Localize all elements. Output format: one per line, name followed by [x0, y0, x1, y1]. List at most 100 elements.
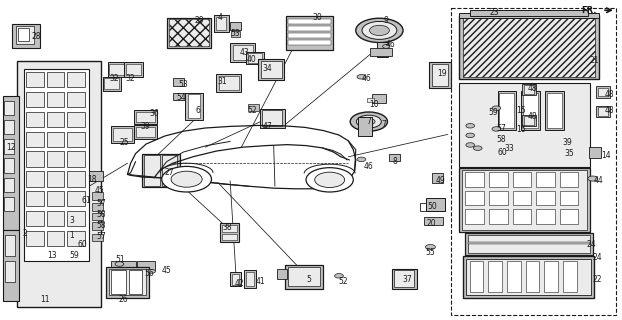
Bar: [16, 26, 34, 44]
Bar: [498, 91, 516, 130]
Text: 21: 21: [589, 56, 599, 65]
Text: 58: 58: [96, 210, 106, 219]
Bar: [230, 43, 255, 62]
Circle shape: [425, 244, 435, 250]
Bar: [214, 15, 229, 32]
Bar: [67, 191, 85, 206]
Bar: [536, 191, 555, 205]
Bar: [188, 94, 200, 118]
Text: 30: 30: [312, 13, 322, 22]
Bar: [394, 270, 414, 287]
Bar: [134, 110, 157, 124]
Text: 41: 41: [255, 277, 265, 286]
Text: 34: 34: [262, 64, 272, 73]
Bar: [134, 125, 157, 139]
Bar: [547, 93, 562, 128]
Bar: [468, 242, 590, 244]
Bar: [524, 85, 534, 94]
Circle shape: [357, 75, 366, 79]
Bar: [377, 42, 388, 57]
Text: 57: 57: [96, 199, 106, 208]
Bar: [536, 172, 555, 187]
Circle shape: [350, 112, 388, 131]
Bar: [499, 93, 514, 128]
Bar: [258, 59, 284, 80]
Text: 39: 39: [562, 138, 572, 147]
Text: 56: 56: [144, 269, 154, 278]
Text: 5: 5: [307, 276, 312, 284]
Circle shape: [171, 171, 202, 187]
Text: 36: 36: [149, 109, 159, 118]
Bar: [3, 230, 19, 301]
Bar: [545, 91, 564, 130]
Bar: [220, 223, 239, 242]
Text: 39: 39: [141, 122, 151, 131]
Text: 50: 50: [427, 202, 437, 211]
Text: 7: 7: [381, 120, 386, 129]
Bar: [222, 234, 237, 240]
Bar: [523, 93, 538, 128]
Text: 25: 25: [119, 138, 129, 147]
Bar: [26, 72, 44, 87]
Bar: [489, 172, 508, 187]
Text: 52: 52: [248, 106, 258, 115]
Bar: [26, 112, 44, 127]
Bar: [92, 192, 103, 200]
Circle shape: [369, 25, 389, 36]
Bar: [470, 261, 483, 292]
Bar: [47, 171, 64, 187]
Bar: [246, 52, 264, 64]
Bar: [124, 62, 143, 77]
Bar: [222, 225, 237, 232]
Circle shape: [383, 44, 390, 48]
Bar: [67, 132, 85, 147]
Text: 40: 40: [247, 55, 257, 64]
Bar: [261, 61, 282, 78]
Text: 48: 48: [527, 84, 537, 92]
Bar: [596, 106, 610, 117]
Text: 60: 60: [77, 240, 87, 249]
Bar: [262, 110, 282, 126]
Bar: [451, 8, 616, 315]
Bar: [459, 13, 599, 18]
Bar: [47, 151, 64, 167]
Bar: [67, 211, 85, 226]
Text: 37: 37: [402, 276, 412, 284]
Bar: [367, 98, 374, 102]
Bar: [144, 155, 160, 186]
Text: 12: 12: [6, 143, 16, 152]
Bar: [598, 88, 608, 96]
Bar: [465, 172, 484, 187]
Bar: [111, 261, 136, 270]
Bar: [288, 33, 331, 38]
Bar: [392, 269, 417, 289]
Bar: [521, 91, 540, 130]
Text: 58: 58: [496, 135, 506, 144]
Bar: [47, 132, 64, 147]
Bar: [12, 24, 40, 48]
Bar: [109, 64, 124, 75]
Bar: [463, 18, 595, 77]
Bar: [248, 104, 259, 111]
Bar: [92, 222, 103, 230]
Circle shape: [362, 21, 397, 39]
Bar: [169, 19, 209, 46]
Bar: [113, 128, 132, 141]
Text: 35: 35: [564, 149, 574, 158]
Bar: [598, 107, 608, 116]
Bar: [459, 15, 599, 79]
Bar: [47, 72, 64, 87]
Text: 6: 6: [195, 106, 200, 115]
Bar: [426, 198, 445, 211]
Bar: [465, 233, 593, 255]
Bar: [47, 231, 64, 246]
Text: 46: 46: [386, 40, 396, 49]
Bar: [4, 178, 14, 192]
Circle shape: [315, 172, 345, 188]
Bar: [288, 26, 331, 31]
Bar: [106, 267, 149, 298]
Text: 46: 46: [362, 74, 372, 83]
Bar: [5, 235, 15, 256]
Circle shape: [356, 18, 403, 43]
Bar: [136, 112, 156, 122]
